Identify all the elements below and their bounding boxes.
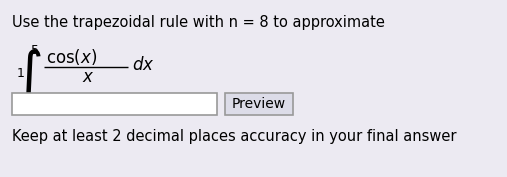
Text: $x$: $x$	[82, 68, 94, 86]
Text: 1: 1	[17, 67, 25, 80]
Text: $dx$: $dx$	[132, 56, 155, 74]
Text: Use the trapezoidal rule with n = 8 to approximate: Use the trapezoidal rule with n = 8 to a…	[12, 15, 385, 30]
Text: $\mathdefault{cos(}x\mathdefault{)}$: $\mathdefault{cos(}x\mathdefault{)}$	[46, 47, 97, 67]
FancyBboxPatch shape	[225, 93, 293, 115]
Text: 5: 5	[31, 44, 39, 57]
FancyBboxPatch shape	[12, 93, 217, 115]
Text: Keep at least 2 decimal places accuracy in your final answer: Keep at least 2 decimal places accuracy …	[12, 129, 456, 144]
Text: $\int$: $\int$	[14, 47, 42, 105]
Text: Preview: Preview	[232, 97, 286, 111]
